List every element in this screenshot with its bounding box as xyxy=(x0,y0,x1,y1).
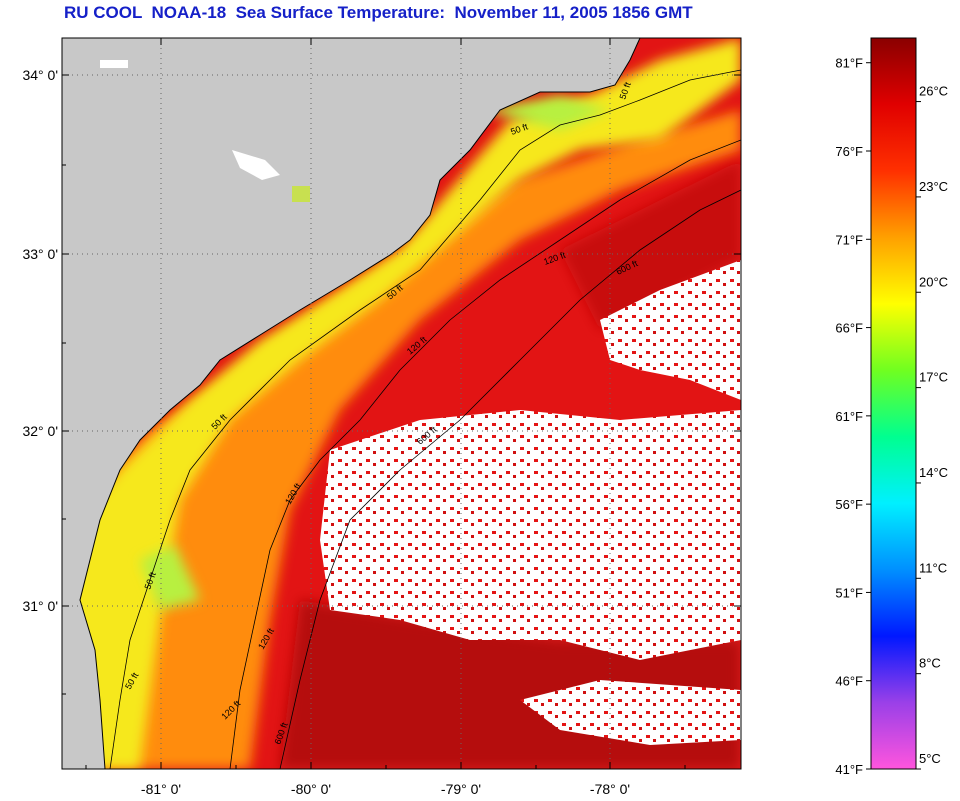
lat-label-32: 32° 0' xyxy=(22,423,58,439)
fahrenheit-label: 81°F xyxy=(835,56,863,71)
color-scale: 81°F 76°F 71°F 66°F 61°F 56°F 51°F 46°F 41°F 26°… xyxy=(835,37,948,777)
fahrenheit-label: 66°F xyxy=(835,321,863,336)
fahrenheit-label: 46°F xyxy=(835,674,863,689)
celsius-label: 23°C xyxy=(919,179,948,194)
depth-contours xyxy=(109,69,741,769)
celsius-labels: 26°C 23°C 20°C 17°C 14°C 11°C 8°C 5°C xyxy=(919,84,948,766)
shelf-water xyxy=(62,110,741,769)
fahrenheit-labels: 81°F 76°F 71°F 66°F 61°F 56°F 51°F 46°F 41°F xyxy=(835,56,863,777)
celsius-label: 8°C xyxy=(919,656,941,671)
celsius-label: 26°C xyxy=(919,84,948,99)
fahrenheit-label: 41°F xyxy=(835,762,863,777)
celsius-label: 11°C xyxy=(919,560,947,575)
sst-image: 50 ft 50 ft 50 ft 50 ft 50 ft 50 ft 50 f… xyxy=(60,38,741,801)
land-mass xyxy=(62,38,641,769)
contour-label: 50 ft xyxy=(60,792,78,801)
nearshore-water xyxy=(62,38,741,769)
color-scale-ticks xyxy=(866,62,921,770)
contour-600ft xyxy=(279,189,741,769)
latitude-labels: 34° 0' 33° 0' 32° 0' 31° 0' xyxy=(22,67,58,614)
lat-label-34: 34° 0' xyxy=(22,67,58,83)
color-scale-bar xyxy=(870,37,917,770)
fahrenheit-label: 51°F xyxy=(835,585,863,600)
longitude-labels: -81° 0' -80° 0' -79° 0' -78° 0' xyxy=(141,781,630,797)
gulf-stream-band-north xyxy=(560,160,741,330)
lon-label-79: -79° 0' xyxy=(441,781,481,797)
cloud-cover-east xyxy=(520,680,741,745)
celsius-label: 5°C xyxy=(919,751,941,766)
axis-ticks xyxy=(62,38,741,769)
fahrenheit-label: 61°F xyxy=(835,409,863,424)
map-frame xyxy=(61,37,742,770)
contour-120ft xyxy=(229,139,741,769)
graticule xyxy=(62,38,741,769)
contour-50ft xyxy=(109,69,741,769)
sst-map[interactable]: 50 ft 50 ft 50 ft 50 ft 50 ft 50 ft 50 f… xyxy=(0,0,800,801)
lat-label-31: 31° 0' xyxy=(22,598,58,614)
inland-cloud xyxy=(232,150,280,180)
celsius-label: 17°C xyxy=(919,370,948,385)
lon-label-78: -78° 0' xyxy=(590,781,630,797)
lat-label-33: 33° 0' xyxy=(22,246,58,262)
celsius-label: 20°C xyxy=(919,274,948,289)
map-title: RU COOL NOAA-18 Sea Surface Temperature:… xyxy=(64,3,693,22)
cloud-cover-south xyxy=(320,410,741,660)
inland-patch xyxy=(292,186,310,202)
lon-label-81: -81° 0' xyxy=(141,781,181,797)
inland-cloud-2 xyxy=(100,60,128,68)
fahrenheit-label: 76°F xyxy=(835,144,863,159)
lon-label-80: -80° 0' xyxy=(291,781,331,797)
fahrenheit-label: 56°F xyxy=(835,497,863,512)
celsius-label: 14°C xyxy=(919,465,948,480)
cloud-cover-north xyxy=(600,260,741,400)
fahrenheit-label: 71°F xyxy=(835,232,863,247)
